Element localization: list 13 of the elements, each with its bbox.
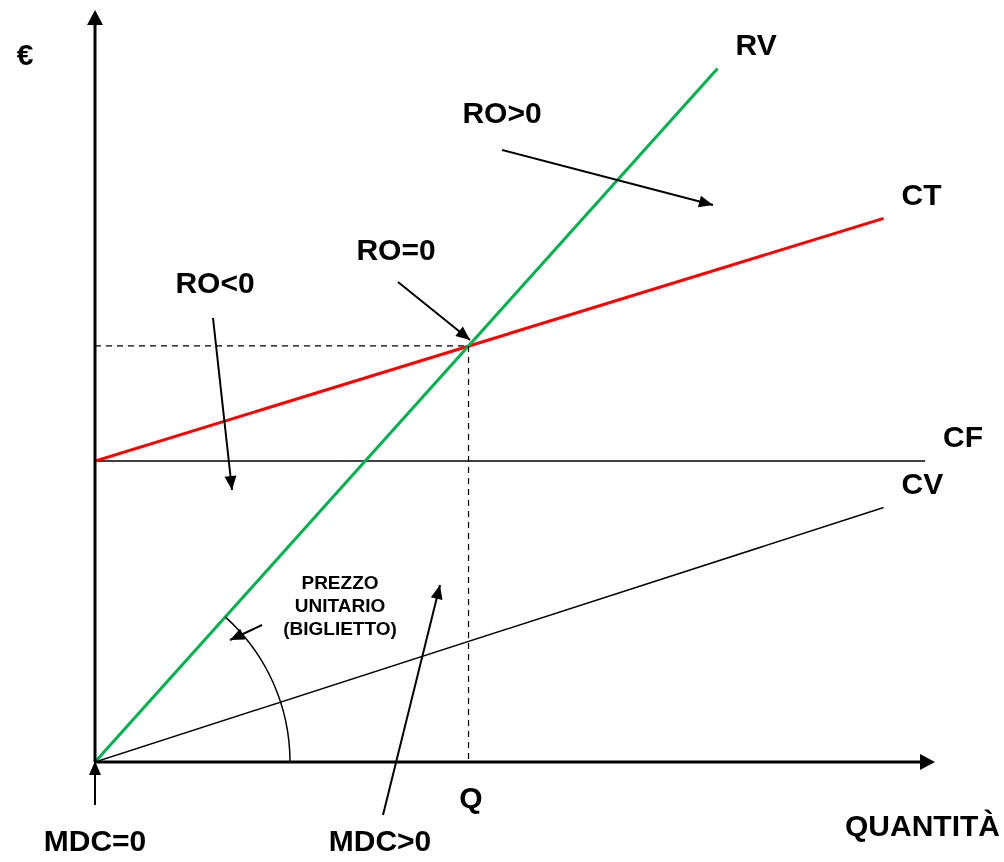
annotation: PREZZO UNITARIO (BIGLIETTO) [283, 572, 397, 640]
annotation: RO<0 [175, 266, 255, 300]
text: MDC>0 [328, 824, 432, 858]
series-label: CT [901, 177, 942, 211]
series-label: CV [901, 466, 944, 500]
annotation: RO=0 [356, 233, 436, 267]
series-label: RV [735, 27, 777, 61]
series-label: CF [943, 420, 984, 454]
annotation: RO>0 [462, 96, 542, 130]
text: MDC=0 [43, 824, 147, 858]
y-axis-title: € [16, 38, 34, 72]
x-axis-title: QUANTITÀ [845, 809, 1000, 843]
text: Q [459, 781, 483, 815]
